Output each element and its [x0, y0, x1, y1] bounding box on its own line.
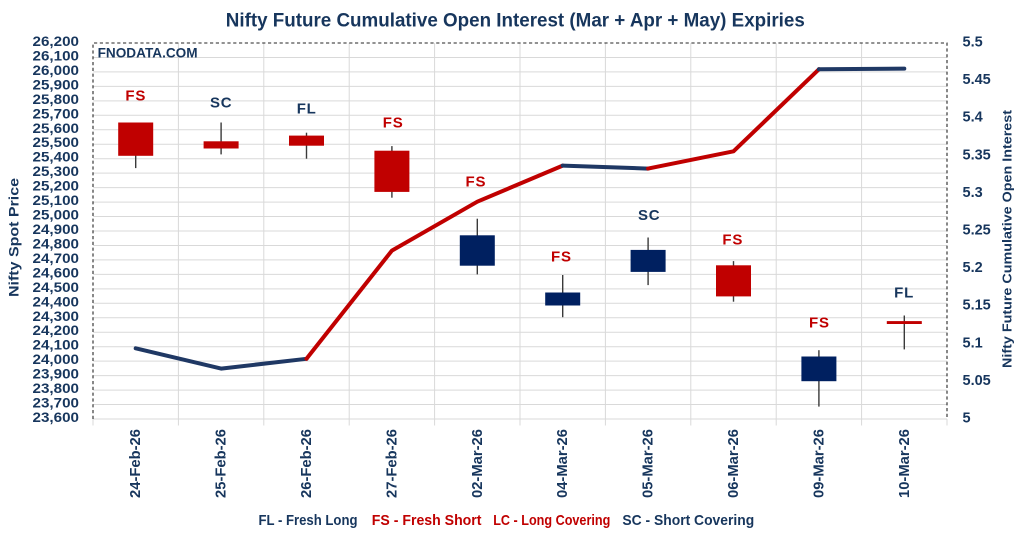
svg-text:SC: SC	[638, 207, 660, 224]
svg-text:SC: SC	[210, 95, 232, 112]
svg-text:23,900: 23,900	[33, 367, 80, 382]
svg-text:5: 5	[963, 411, 971, 427]
svg-text:5.35: 5.35	[963, 147, 991, 163]
svg-text:5.5: 5.5	[963, 35, 983, 51]
svg-text:FS: FS	[809, 315, 830, 332]
svg-text:25,900: 25,900	[33, 77, 80, 92]
svg-text:FNODATA.COM: FNODATA.COM	[98, 45, 198, 61]
svg-text:LC - Long Covering: LC - Long Covering	[493, 512, 610, 529]
svg-text:Nifty Future Cumulative Open I: Nifty Future Cumulative Open Interest	[1000, 109, 1015, 368]
svg-text:24-Feb-26: 24-Feb-26	[127, 429, 144, 498]
svg-text:5.15: 5.15	[963, 298, 991, 314]
svg-text:24,500: 24,500	[33, 280, 80, 295]
svg-text:26-Feb-26: 26-Feb-26	[298, 429, 315, 498]
svg-text:5.05: 5.05	[963, 373, 991, 389]
svg-text:25,300: 25,300	[33, 164, 80, 179]
svg-text:25,700: 25,700	[33, 106, 80, 121]
svg-text:04-Mar-26: 04-Mar-26	[554, 429, 571, 498]
svg-text:25,600: 25,600	[33, 121, 80, 136]
svg-text:FS - Fresh Short: FS - Fresh Short	[372, 512, 482, 529]
svg-text:06-Mar-26: 06-Mar-26	[725, 429, 742, 498]
svg-text:23,600: 23,600	[33, 410, 80, 425]
svg-text:09-Mar-26: 09-Mar-26	[810, 429, 827, 498]
svg-text:24,000: 24,000	[33, 352, 80, 367]
svg-text:5.4: 5.4	[963, 110, 983, 126]
svg-text:FS: FS	[722, 232, 743, 249]
svg-text:FL - Fresh Long: FL - Fresh Long	[259, 512, 358, 529]
svg-text:26,200: 26,200	[33, 34, 80, 49]
svg-text:02-Mar-26: 02-Mar-26	[469, 429, 486, 498]
svg-text:24,600: 24,600	[33, 265, 80, 280]
svg-text:26,100: 26,100	[33, 49, 80, 64]
svg-text:5.3: 5.3	[963, 185, 983, 201]
svg-text:25,200: 25,200	[33, 179, 80, 194]
svg-text:24,200: 24,200	[33, 323, 80, 338]
svg-text:5.45: 5.45	[963, 72, 991, 88]
svg-text:Nifty Spot Price: Nifty Spot Price	[5, 178, 21, 297]
svg-text:27-Feb-26: 27-Feb-26	[383, 429, 400, 498]
svg-text:Nifty Future Cumulative Open I: Nifty Future Cumulative Open Interest (M…	[226, 11, 805, 32]
svg-text:05-Mar-26: 05-Mar-26	[640, 429, 657, 498]
svg-text:25,100: 25,100	[33, 193, 80, 208]
svg-text:24,900: 24,900	[33, 222, 80, 237]
svg-text:25,800: 25,800	[33, 92, 80, 107]
svg-text:5.1: 5.1	[963, 335, 983, 351]
svg-text:26,000: 26,000	[33, 63, 80, 78]
svg-text:24,800: 24,800	[33, 237, 80, 252]
svg-text:FL: FL	[894, 285, 914, 302]
svg-text:FS: FS	[466, 174, 487, 191]
svg-text:5.2: 5.2	[963, 260, 983, 276]
svg-text:SC - Short Covering: SC - Short Covering	[622, 512, 754, 529]
svg-text:FS: FS	[551, 249, 572, 266]
svg-text:25,400: 25,400	[33, 150, 80, 165]
svg-text:25,500: 25,500	[33, 135, 80, 150]
svg-text:24,300: 24,300	[33, 309, 80, 324]
svg-text:FL: FL	[297, 101, 317, 118]
svg-text:23,800: 23,800	[33, 381, 80, 396]
svg-text:25-Feb-26: 25-Feb-26	[213, 429, 230, 498]
svg-text:24,700: 24,700	[33, 251, 80, 266]
svg-text:25,000: 25,000	[33, 208, 80, 223]
svg-text:24,400: 24,400	[33, 294, 80, 309]
svg-text:FS: FS	[383, 115, 404, 132]
svg-text:23,700: 23,700	[33, 396, 80, 411]
svg-text:FS: FS	[125, 88, 146, 105]
svg-text:5.25: 5.25	[963, 223, 991, 239]
svg-text:10-Mar-26: 10-Mar-26	[896, 429, 913, 498]
svg-text:24,100: 24,100	[33, 338, 80, 353]
